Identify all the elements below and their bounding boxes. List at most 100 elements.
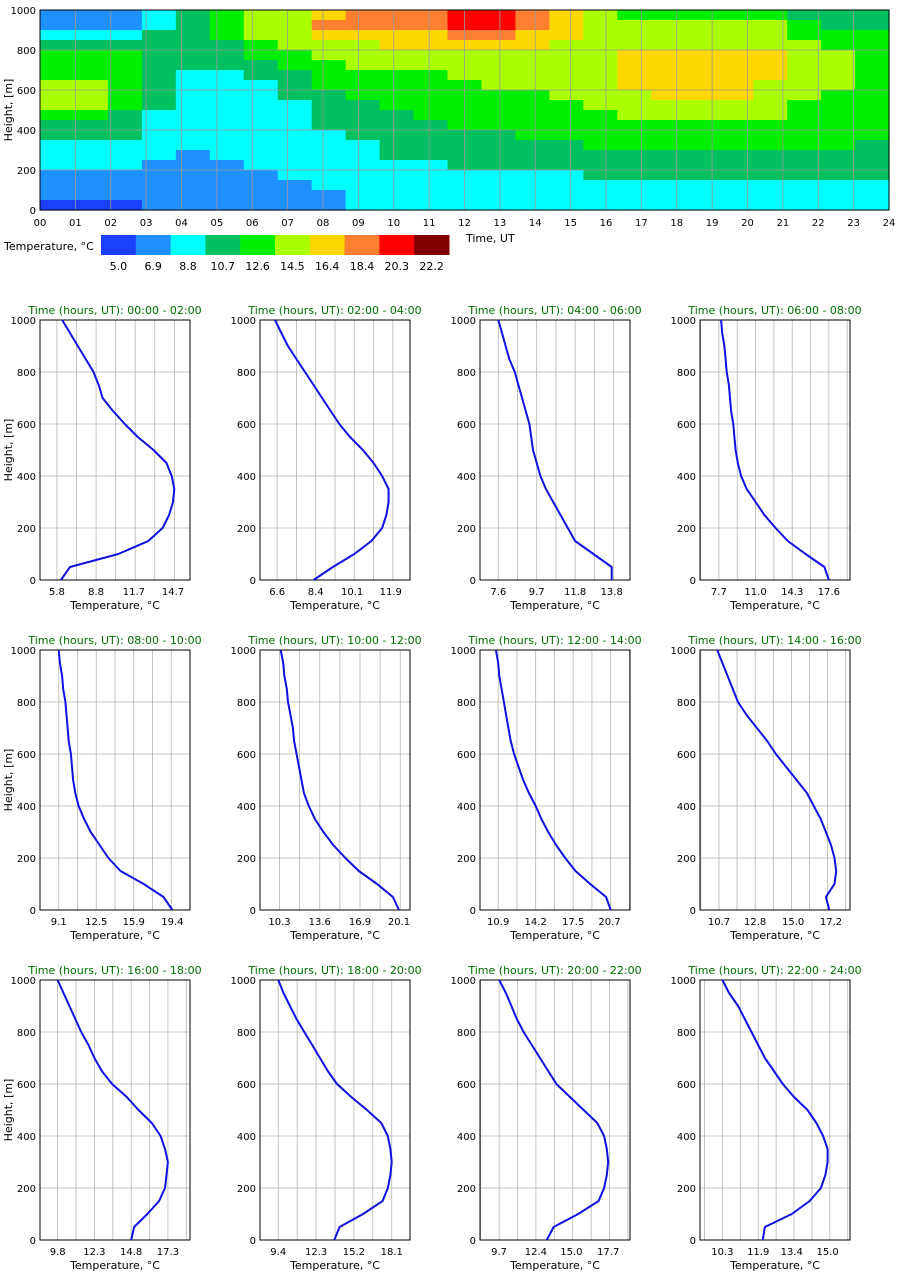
profile-x-axis-label: Temperature, °C — [729, 599, 820, 612]
heatmap-cell — [685, 20, 720, 31]
heatmap-cell — [719, 180, 754, 191]
heatmap-cell — [107, 170, 143, 181]
heatmap-cell — [209, 100, 245, 111]
heatmap-cell — [107, 140, 143, 151]
heatmap-cell — [73, 100, 109, 111]
profile-y-tick-label: 0 — [690, 1236, 696, 1247]
heatmap-cell — [583, 120, 618, 131]
profile-panel: 0 200 400 600 800 1000 7.6 9.7 11.8 13.8 Time (hou… — [451, 304, 642, 612]
heatmap-cell — [651, 30, 686, 41]
heatmap-cell — [549, 170, 584, 181]
heatmap-cell — [617, 130, 652, 141]
temperature-profile-line — [497, 319, 613, 580]
heatmap-cell — [73, 140, 109, 151]
heatmap-cell — [141, 190, 177, 201]
profile-panel: 0 200 400 600 800 1000 10.3 13.6 16.9 20.1 Time (h… — [231, 634, 422, 942]
profile-x-tick-label: 17.2 — [820, 917, 842, 928]
heatmap-cell — [40, 120, 75, 131]
heatmap-cell — [73, 120, 109, 131]
heatmap-cell — [141, 150, 177, 161]
heatmap-cell — [617, 190, 652, 201]
profile-x-tick-label: 12.3 — [305, 1247, 327, 1258]
heatmap-cell — [209, 180, 245, 191]
profile-x-tick-label: 17.7 — [597, 1247, 619, 1258]
profile-title: Time (hours, UT): 12:00 - 14:00 — [467, 634, 641, 647]
profile-frame — [39, 319, 191, 581]
heatmap-cell — [73, 80, 109, 91]
profile-y-tick-label: 800 — [237, 368, 256, 379]
heatmap-cell — [175, 110, 211, 121]
heatmap-cell — [753, 130, 788, 141]
profile-y-tick-label: 200 — [237, 524, 256, 535]
heatmap-cell — [685, 170, 720, 181]
temperature-profile-line — [60, 319, 176, 581]
heatmap-cell — [855, 40, 890, 51]
heatmap-cell — [209, 130, 245, 141]
temperature-profile-line — [279, 649, 400, 911]
heatmap-cell — [515, 180, 550, 191]
heatmap-cell — [277, 50, 313, 61]
profile-x-tick-label: 6.6 — [269, 587, 285, 598]
heatmap-cell — [413, 100, 449, 111]
profile-x-axis-label: Temperature, °C — [289, 599, 380, 612]
heatmap-cell — [175, 60, 211, 71]
heatmap-cell — [311, 60, 347, 71]
profile-panel: 0 200 400 600 800 1000 9.1 12.5 15.9 19.4 Time (ho… — [2, 634, 202, 942]
heatmap-cell — [515, 70, 550, 81]
heatmap-cell — [413, 150, 449, 161]
heatmap-cell — [311, 140, 347, 151]
heatmap-cell — [719, 140, 754, 151]
heatmap-cell — [515, 100, 550, 111]
heatmap-cell — [345, 80, 381, 91]
profile-y-tick-label: 1000 — [231, 646, 256, 657]
profile-title: Time (hours, UT): 10:00 - 12:00 — [247, 634, 421, 647]
heatmap-cell — [379, 20, 415, 31]
heatmap-cell — [277, 10, 313, 21]
heatmap-cell — [175, 170, 211, 181]
profile-x-tick-label: 5.8 — [49, 587, 65, 598]
heatmap-cell — [107, 110, 143, 121]
heatmap-cell — [787, 100, 822, 111]
heatmap-cell — [549, 190, 584, 201]
heatmap-cell — [277, 170, 313, 181]
heatmap-cell — [583, 90, 618, 101]
heatmap-cell — [787, 170, 822, 181]
heatmap-cell — [345, 60, 381, 71]
profile-y-axis-label: Height, [m] — [2, 749, 15, 812]
heatmap-cell — [821, 190, 856, 201]
heatmap-cell — [311, 40, 347, 51]
profile-y-tick-label: 600 — [457, 750, 476, 761]
heatmap-cell — [141, 50, 177, 61]
profile-y-tick-label: 800 — [237, 1028, 256, 1039]
heatmap-cell — [855, 170, 890, 181]
heatmap-cell — [617, 80, 652, 91]
profile-y-tick-label: 400 — [457, 1132, 476, 1143]
heatmap-cell — [753, 60, 788, 71]
heatmap-cell — [243, 110, 279, 121]
temperature-profile-line — [56, 979, 169, 1241]
heatmap-cell — [515, 20, 550, 31]
heatmap-cell — [243, 190, 279, 201]
profile-y-tick-label: 200 — [17, 854, 36, 865]
heatmap-cell — [855, 120, 890, 131]
heatmap-cell — [413, 70, 449, 81]
heatmap-cell — [141, 130, 177, 141]
heatmap-cell — [209, 80, 245, 91]
heatmap-x-tick-label: 11 — [423, 218, 436, 229]
heatmap-cell — [481, 130, 517, 141]
heatmap-cell — [73, 90, 109, 101]
heatmap-cell — [515, 40, 550, 51]
heatmap-cell — [685, 140, 720, 151]
heatmap-cell — [855, 110, 890, 121]
heatmap-y-tick-label: 200 — [17, 166, 36, 177]
heatmap-cell — [651, 160, 686, 171]
colorbar-level-label: 16.4 — [315, 260, 340, 273]
profile-x-tick-label: 15.2 — [343, 1247, 365, 1258]
profile-x-axis-label: Temperature, °C — [289, 929, 380, 942]
heatmap-cell — [379, 130, 415, 141]
heatmap-cell — [753, 160, 788, 171]
heatmap-cell — [515, 160, 550, 171]
heatmap-cell — [413, 120, 449, 131]
heatmap-cell — [787, 150, 822, 161]
profile-x-axis-label: Temperature, °C — [509, 929, 600, 942]
